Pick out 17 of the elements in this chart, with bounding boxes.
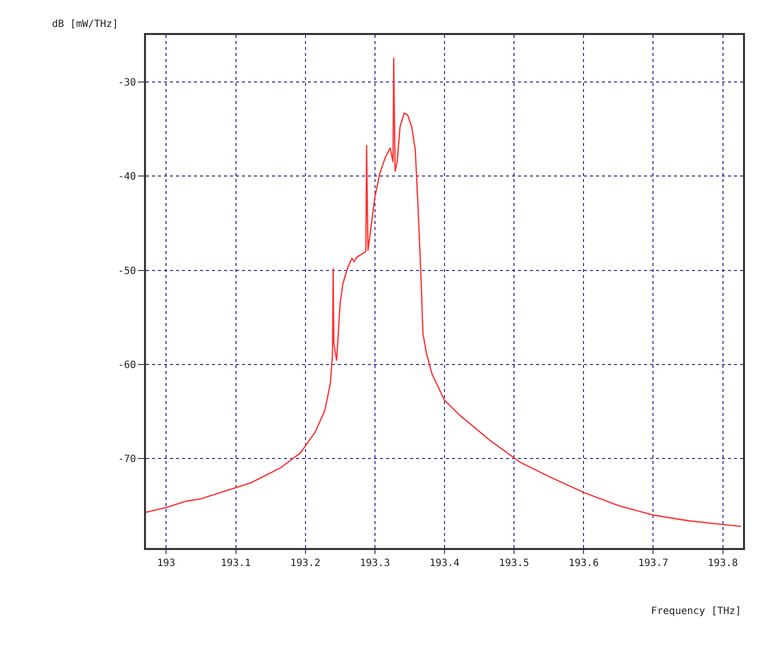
x-axis-title: Frequency [THz] (651, 606, 742, 617)
y-axis-title: dB [mW/THz] (52, 19, 118, 30)
y-tick-label: -60 (118, 360, 136, 371)
line-series (146, 56, 742, 527)
y-tick-label: -70 (118, 454, 136, 466)
x-tick-label: 193.5 (499, 558, 530, 569)
x-tick-label: 193.1 (220, 558, 251, 569)
x-tick-label: 193 (157, 558, 176, 569)
x-tick-label: 193.6 (568, 558, 599, 569)
x-tick-label: 193.3 (360, 558, 390, 569)
x-tick-label: 193.7 (638, 558, 668, 569)
x-tick-label: 193.4 (429, 558, 460, 569)
y-tick-label: -50 (118, 266, 136, 277)
y-tick-label: -40 (118, 172, 136, 183)
x-tick-label: 193.2 (290, 558, 320, 569)
y-tick-label: -30 (118, 78, 136, 89)
x-tick-label: 193.8 (708, 558, 738, 569)
